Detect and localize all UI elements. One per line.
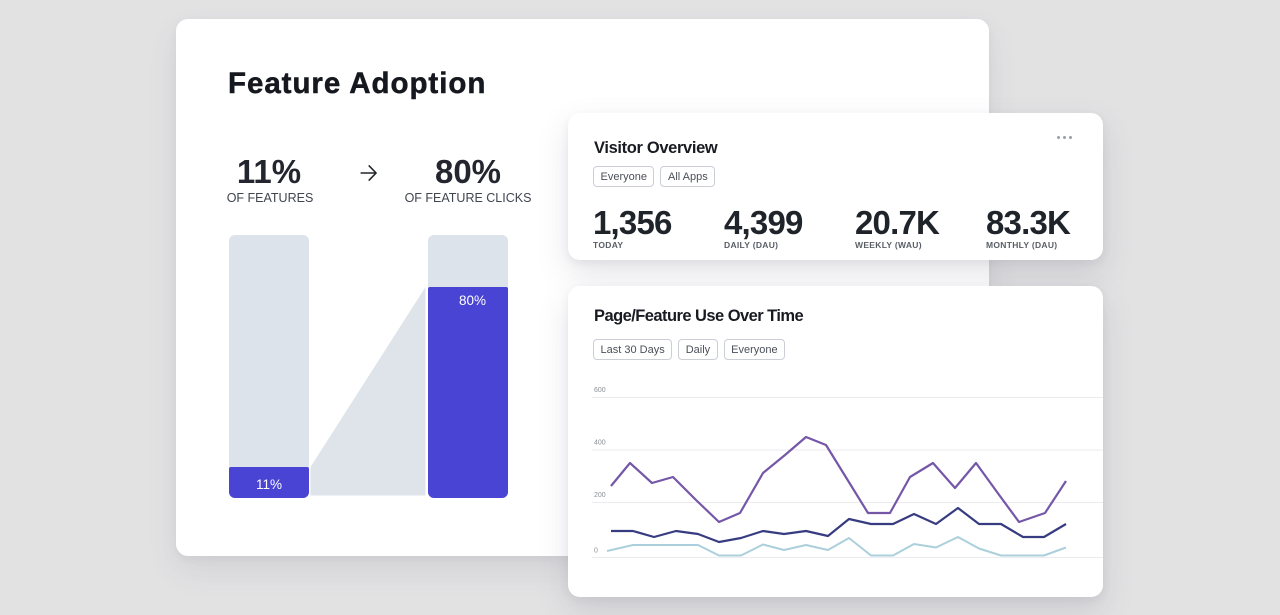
svg-text:0: 0 [594,548,598,555]
svg-text:200: 200 [594,492,606,499]
svg-text:400: 400 [594,440,606,447]
svg-text:600: 600 [594,387,606,394]
